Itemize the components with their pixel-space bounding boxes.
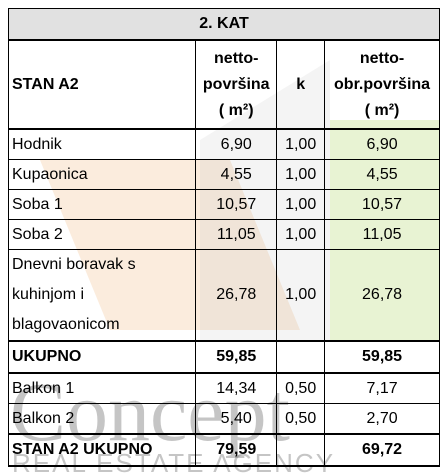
header-line: netto-	[214, 49, 259, 67]
obr-cell: 11,05	[324, 219, 440, 250]
room-name: Kupaonica	[7, 159, 197, 190]
room-name: Balkon 1	[7, 372, 197, 404]
header-line: netto-	[359, 49, 405, 67]
room-name-line: Kupaonica	[12, 165, 88, 183]
area-table: 2. KAT STAN A2 netto- površina ( m²) k n…	[7, 8, 440, 467]
netto-cell: 59,85	[195, 340, 278, 374]
header-line: ( m²)	[364, 101, 400, 119]
table-row: Soba 2 11,05 1,00 11,05	[7, 219, 440, 250]
room-name-line: Dnevni boravak s	[12, 256, 136, 273]
header-cell: k	[276, 39, 326, 130]
table-row: Balkon 2 5,40 0,50 2,70	[7, 403, 440, 435]
room-name: Soba 2	[7, 219, 197, 250]
room-name-line: Hodnik	[12, 135, 62, 153]
room-name: Dnevni boravak s kuhinjom i blagovaonicom	[7, 249, 197, 342]
obr-cell: 6,90	[324, 128, 440, 160]
netto-cell: 6,90	[195, 128, 278, 160]
room-name: UKUPNO	[7, 340, 197, 374]
obr-cell: 59,85	[324, 340, 440, 374]
room-name-line: kuhinjom i	[12, 286, 85, 303]
room-name-line: Soba 1	[12, 195, 63, 213]
k-cell: 0,50	[276, 372, 326, 404]
k-cell	[276, 340, 326, 374]
k-cell: 0,50	[276, 403, 326, 435]
netto-cell: 4,55	[195, 159, 278, 190]
room-name: Hodnik	[7, 128, 197, 160]
table-row: STAN A2 UKUPNO 79,59 69,72	[7, 433, 440, 467]
room-name-line: Soba 2	[12, 225, 63, 243]
table-row: Hodnik 6,90 1,00 6,90	[7, 128, 440, 160]
k-cell: 1,00	[276, 159, 326, 190]
header-line: obr.površina	[334, 75, 431, 93]
netto-cell: 79,59	[195, 433, 278, 467]
obr-cell: 10,57	[324, 189, 440, 220]
k-cell: 1,00	[276, 189, 326, 220]
table-title: 2. KAT	[8, 8, 440, 41]
obr-cell: 69,72	[324, 433, 440, 467]
k-cell: 1,00	[276, 249, 326, 342]
header-cell: netto- površina ( m²)	[195, 39, 278, 130]
table-row: Dnevni boravak s kuhinjom i blagovaonicom 2…	[7, 249, 440, 342]
k-cell: 1,00	[276, 128, 326, 160]
table-row: Balkon 1 14,34 0,50 7,17	[7, 372, 440, 404]
header-row: STAN A2 netto- površina ( m²) k netto- o…	[7, 39, 440, 130]
room-name-line: STAN A2 UKUPNO	[12, 441, 153, 458]
header-cell: STAN A2	[7, 39, 197, 130]
netto-cell: 11,05	[195, 219, 278, 250]
netto-cell: 14,34	[195, 372, 278, 404]
table-row: Soba 1 10,57 1,00 10,57	[7, 189, 440, 220]
room-name: Soba 1	[7, 189, 197, 220]
header-cell: netto- obr.površina ( m²)	[324, 39, 440, 130]
table-row: UKUPNO 59,85 59,85	[7, 340, 440, 374]
obr-cell: 26,78	[324, 249, 440, 342]
room-name-line: UKUPNO	[12, 348, 82, 365]
netto-cell: 26,78	[195, 249, 278, 342]
obr-cell: 4,55	[324, 159, 440, 190]
table-row: Kupaonica 4,55 1,00 4,55	[7, 159, 440, 190]
obr-cell: 2,70	[324, 403, 440, 435]
obr-cell: 7,17	[324, 372, 440, 404]
k-cell: 1,00	[276, 219, 326, 250]
room-name-line: Balkon 2	[12, 409, 75, 427]
room-name: Balkon 2	[7, 403, 197, 435]
room-name-line: blagovaonicom	[12, 316, 120, 333]
room-name: STAN A2 UKUPNO	[7, 433, 197, 467]
k-cell	[276, 433, 326, 467]
header-line: površina	[202, 75, 270, 93]
header-line: ( m²)	[218, 101, 254, 119]
room-name-line: Balkon 1	[12, 379, 75, 397]
title-row: 2. KAT	[8, 8, 440, 41]
netto-cell: 10,57	[195, 189, 278, 220]
netto-cell: 5,40	[195, 403, 278, 435]
table-body: Hodnik 6,90 1,00 6,90 Kupaonica 4,55 1,00 4,55 S…	[7, 128, 440, 467]
